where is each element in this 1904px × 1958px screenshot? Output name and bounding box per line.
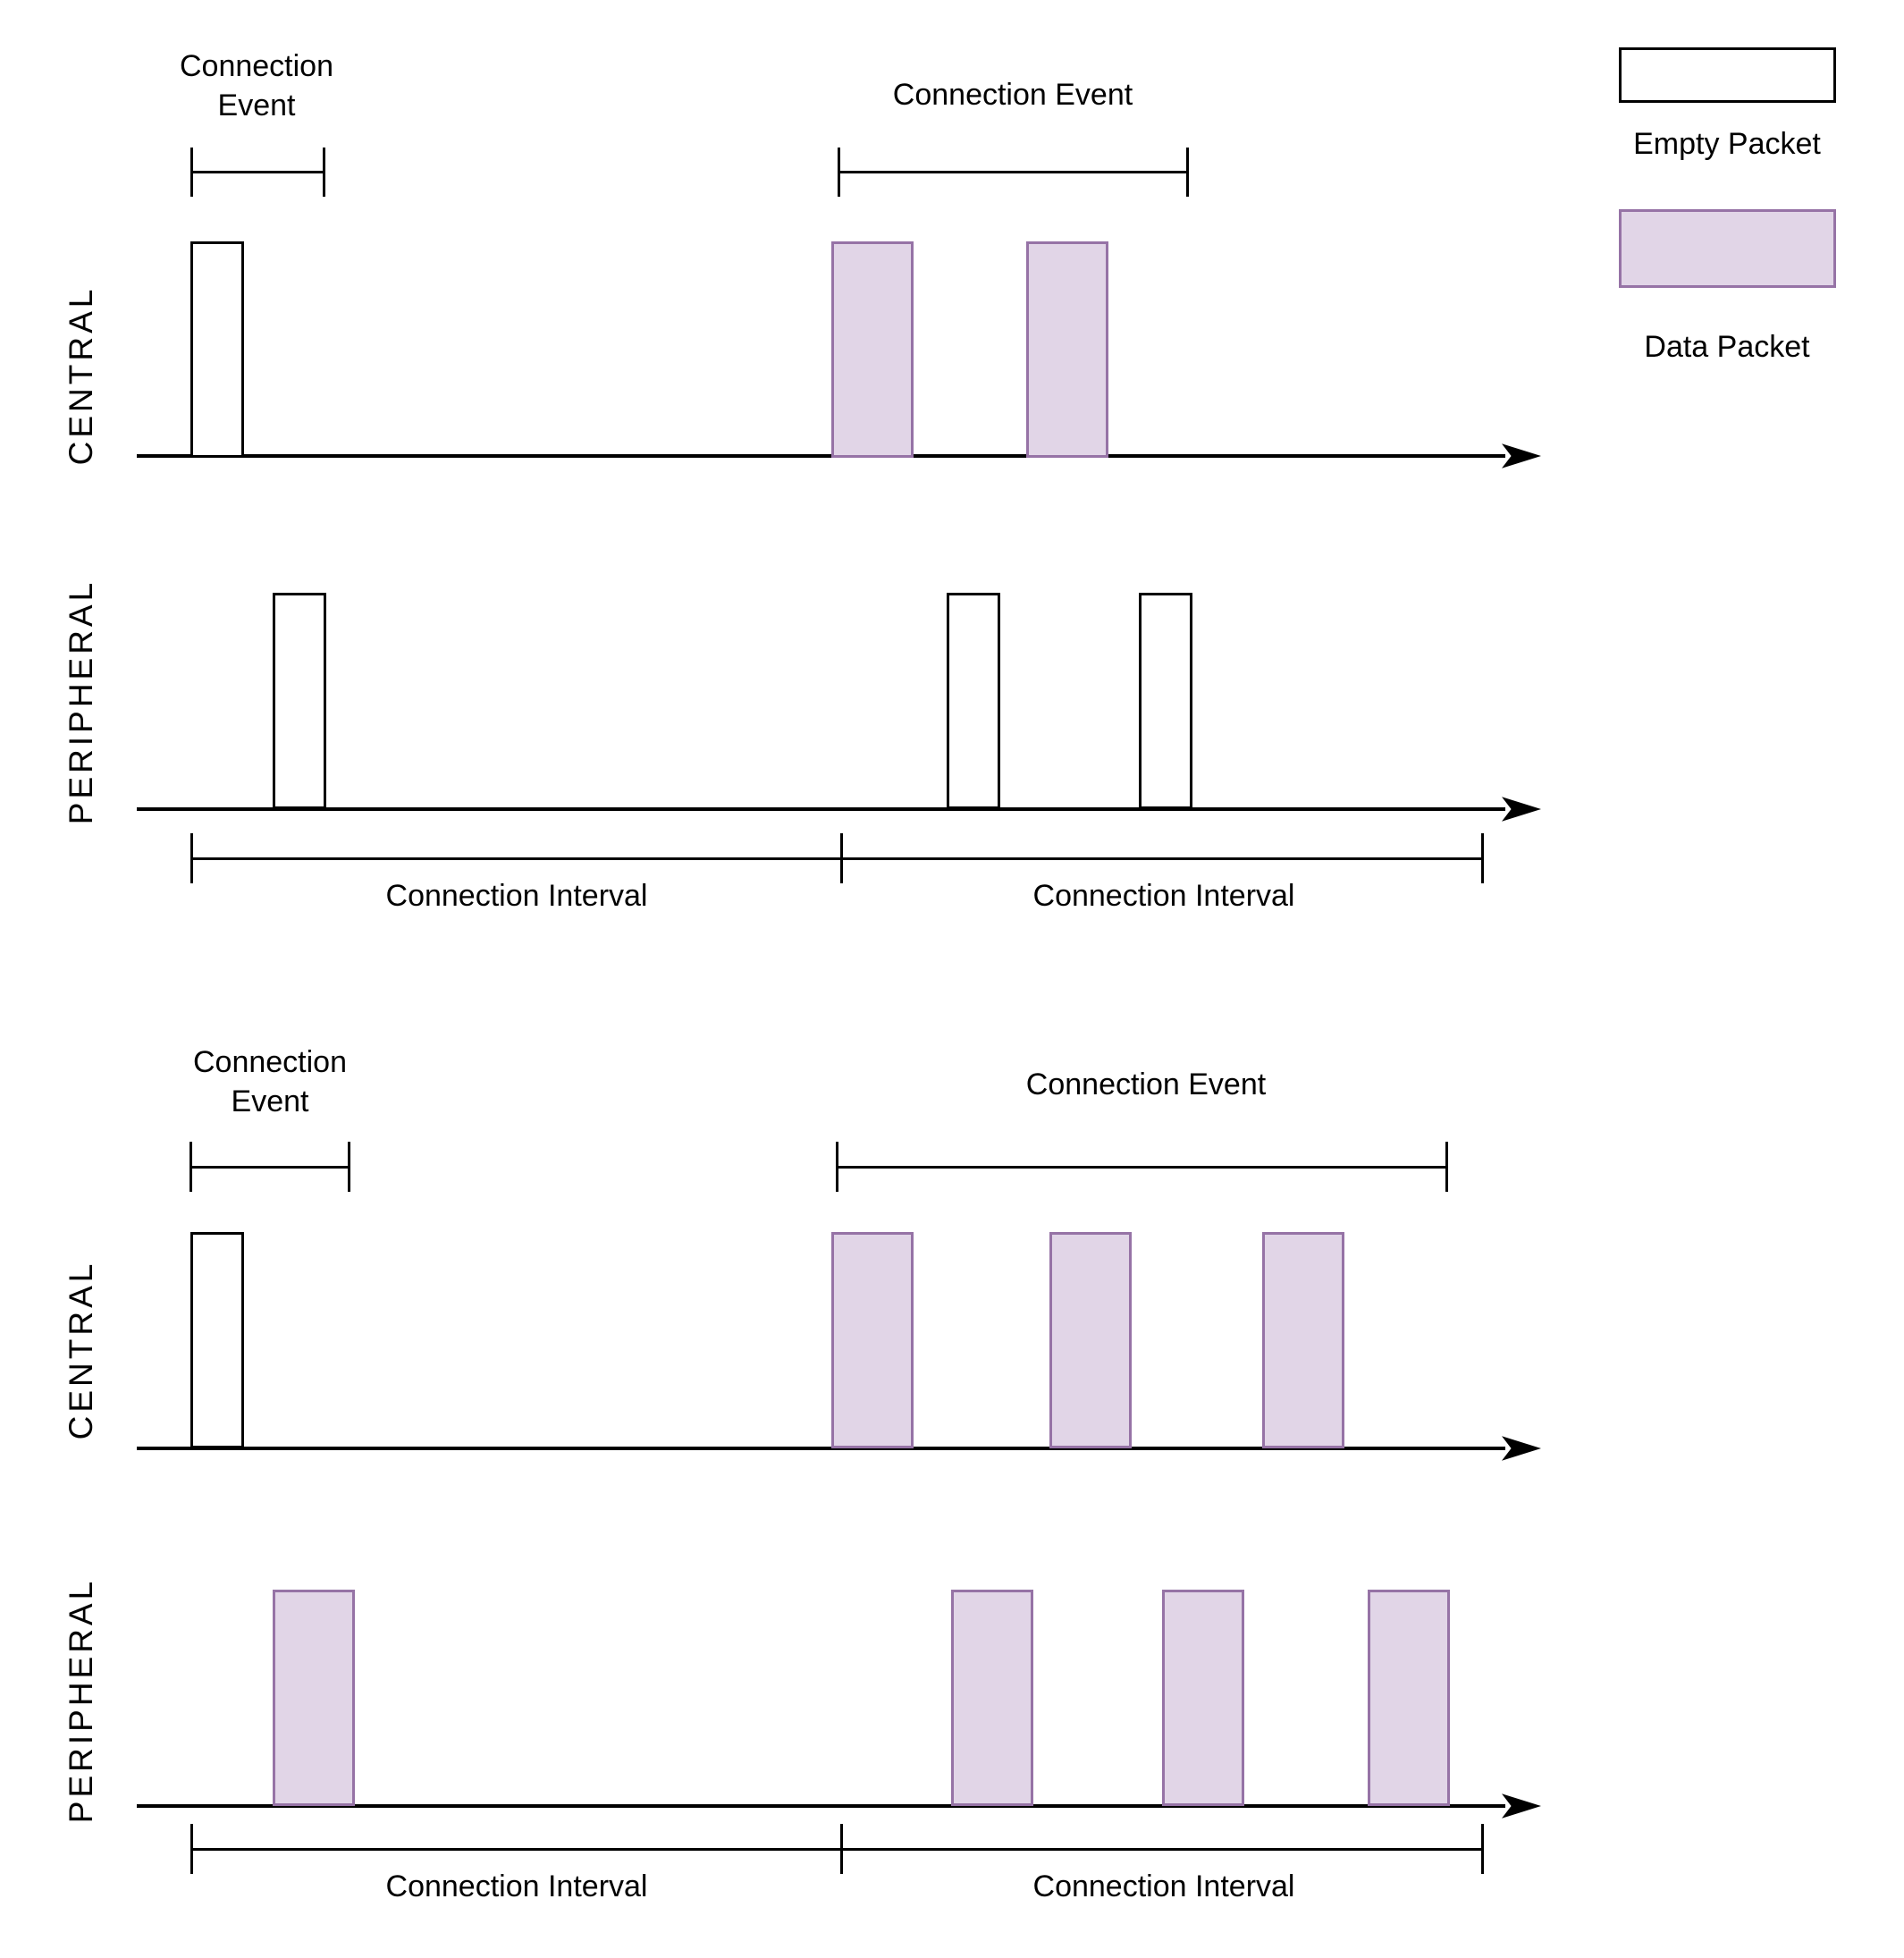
d2-connection-interval-label-1: Connection Interval (385, 1869, 648, 1903)
d1-peripheral-empty-packet-1 (273, 593, 326, 809)
d2-peripheral-label: PERIPHERAL (63, 1577, 99, 1824)
d2-connection-event-label-2: Connection Event (1025, 1068, 1267, 1101)
d2-connection-event-bracket-1 (190, 1142, 350, 1192)
d1-central-timeline (137, 454, 1505, 458)
d1-central-data-packet-2 (1026, 241, 1108, 458)
d2-peripheral-data-packet-3 (1162, 1590, 1244, 1806)
d1-connection-event-bracket-2 (838, 148, 1189, 197)
d2-connection-interval-label-2: Connection Interval (1032, 1869, 1295, 1903)
legend-empty-packet-label: Empty Packet (1633, 127, 1821, 161)
d2-connection-event-bracket-2 (836, 1142, 1448, 1192)
d2-connection-event-label-1-line1: Connection (192, 1045, 348, 1079)
d1-connection-interval-bracket-2 (843, 833, 1484, 883)
d1-connection-event-label-1-line2: Event (217, 89, 296, 122)
legend-data-packet-swatch (1619, 209, 1836, 288)
d1-central-data-packet-1 (831, 241, 914, 458)
d2-central-data-packet-2 (1049, 1232, 1132, 1448)
legend-data-packet-label: Data Packet (1644, 330, 1810, 364)
d2-peripheral-data-packet-4 (1368, 1590, 1450, 1806)
d1-central-timeline-arrow-icon (1502, 443, 1541, 468)
d2-central-timeline (137, 1447, 1505, 1450)
d1-peripheral-timeline-arrow-icon (1502, 797, 1541, 822)
d1-central-empty-packet (190, 241, 244, 458)
d1-peripheral-empty-packet-3 (1139, 593, 1192, 809)
d1-connection-interval-label-2: Connection Interval (1032, 879, 1295, 913)
d1-connection-event-bracket-1 (190, 148, 325, 197)
d1-peripheral-label: PERIPHERAL (63, 578, 99, 825)
d1-connection-interval-label-1: Connection Interval (385, 879, 648, 913)
d2-peripheral-data-packet-1 (273, 1590, 355, 1806)
d1-connection-event-label-1-line1: Connection (179, 49, 334, 83)
d2-central-data-packet-3 (1262, 1232, 1344, 1448)
d1-peripheral-timeline (137, 807, 1505, 811)
d1-connection-event-label-2: Connection Event (892, 78, 1133, 112)
d1-connection-event-label-1: Connection Event (180, 46, 333, 125)
d2-peripheral-data-packet-2 (951, 1590, 1033, 1806)
d1-peripheral-empty-packet-2 (947, 593, 1000, 809)
d2-peripheral-timeline-arrow-icon (1502, 1793, 1541, 1819)
d2-connection-interval-bracket-2 (843, 1824, 1484, 1874)
d1-connection-interval-bracket-1 (190, 833, 843, 883)
d2-central-empty-packet (190, 1232, 244, 1448)
d2-peripheral-timeline (137, 1804, 1505, 1808)
d2-central-data-packet-1 (831, 1232, 914, 1448)
d2-connection-event-label-1-line2: Event (231, 1084, 309, 1118)
legend-empty-packet-swatch (1619, 47, 1836, 103)
d2-central-timeline-arrow-icon (1502, 1436, 1541, 1461)
d2-connection-interval-bracket-1 (190, 1824, 843, 1874)
d2-connection-event-label-1: Connection Event (193, 1042, 347, 1121)
